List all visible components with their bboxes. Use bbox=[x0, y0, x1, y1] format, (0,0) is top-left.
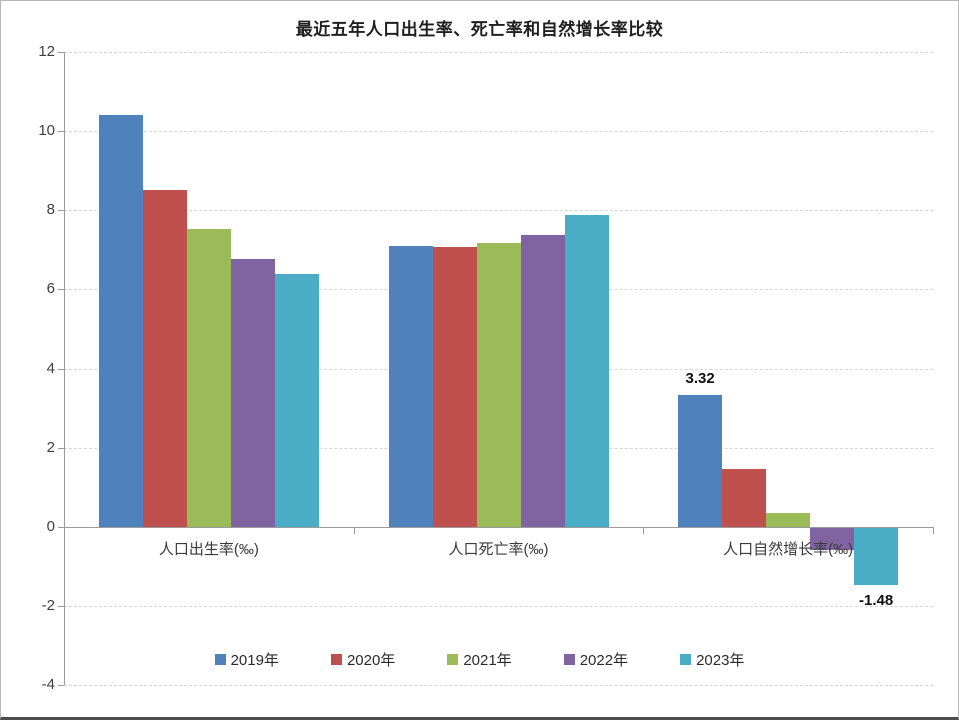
bar-2021年-category3 bbox=[766, 513, 811, 527]
y-axis-label-2: 2 bbox=[46, 438, 55, 456]
bar-2023年-category3 bbox=[854, 526, 899, 586]
y-axis-label-4: 4 bbox=[46, 359, 55, 377]
y-axis-tick-6 bbox=[58, 289, 64, 291]
bar-2019年-category3 bbox=[678, 395, 723, 527]
bar-2023年-category1 bbox=[274, 273, 319, 527]
gridline--4 bbox=[64, 685, 933, 686]
y-axis-tick-0 bbox=[58, 526, 64, 528]
bar-2022年-category3 bbox=[810, 526, 855, 551]
y-axis-label-0: 0 bbox=[46, 517, 55, 535]
gridline-8 bbox=[64, 210, 933, 212]
gridline--2 bbox=[64, 605, 933, 607]
y-axis-tick-12 bbox=[58, 52, 64, 53]
category-boundary-tick-2 bbox=[643, 526, 645, 534]
bar-2022年-category2 bbox=[520, 235, 565, 527]
gridline-10 bbox=[64, 131, 933, 133]
category-boundary-tick-1 bbox=[353, 526, 355, 534]
y-axis-label--4: -4 bbox=[41, 676, 55, 693]
x-axis-zero-line bbox=[64, 526, 933, 528]
legend-item-2019年: 2019年 bbox=[214, 649, 279, 670]
legend-label-2019年: 2019年 bbox=[230, 652, 279, 669]
data-label--1.48: -1.48 bbox=[859, 592, 894, 610]
y-axis-tick-10 bbox=[58, 131, 64, 133]
bar-2019年-category2 bbox=[388, 246, 433, 527]
y-axis-tick--4 bbox=[58, 685, 64, 686]
y-axis-label-10: 10 bbox=[38, 122, 55, 140]
legend-marker-2023年 bbox=[680, 654, 692, 665]
bar-2021年-category1 bbox=[186, 229, 231, 527]
legend-item-2022年: 2022年 bbox=[563, 649, 629, 670]
gridline-12 bbox=[64, 52, 933, 53]
y-axis-label--2: -2 bbox=[41, 596, 55, 614]
y-axis-line bbox=[64, 52, 65, 685]
bar-2020年-category2 bbox=[432, 247, 477, 527]
legend-marker-2022年 bbox=[563, 654, 575, 665]
y-axis-label-12: 12 bbox=[38, 43, 55, 60]
legend-label-2020年: 2020年 bbox=[346, 652, 396, 669]
bar-2019年-category1 bbox=[98, 114, 143, 527]
category-label-3: 人口自然增长率(‰) bbox=[723, 540, 854, 558]
legend-label-2023年: 2023年 bbox=[696, 652, 745, 669]
legend-marker-2021年 bbox=[447, 654, 459, 665]
legend-item-2020年: 2020年 bbox=[330, 649, 396, 670]
bar-2021年-category2 bbox=[476, 242, 521, 527]
legend: 2019年 2020年 2021年 2022年 2023年 bbox=[1, 649, 958, 670]
bar-2020年-category3 bbox=[722, 469, 767, 527]
y-axis-tick-2 bbox=[58, 447, 64, 449]
category-label-1: 人口出生率(‰) bbox=[158, 540, 259, 558]
y-axis-label-6: 6 bbox=[46, 280, 55, 298]
bar-2022年-category1 bbox=[230, 258, 275, 527]
data-label-3.32: 3.32 bbox=[685, 370, 715, 388]
y-axis-label-8: 8 bbox=[46, 201, 55, 219]
category-label-2: 人口死亡率(‰) bbox=[448, 540, 549, 558]
bar-2023年-category2 bbox=[564, 215, 609, 527]
legend-label-2021年: 2021年 bbox=[463, 652, 512, 669]
y-axis-tick-8 bbox=[58, 210, 64, 212]
chart-title: 最近五年人口出生率、死亡率和自然增长率比较 bbox=[295, 20, 664, 39]
legend-label-2022年: 2022年 bbox=[579, 652, 629, 669]
bar-2020年-category1 bbox=[142, 189, 187, 527]
y-axis-tick-4 bbox=[58, 368, 64, 370]
category-boundary-tick-3 bbox=[933, 526, 934, 534]
legend-marker-2019年 bbox=[214, 654, 226, 665]
legend-item-2021年: 2021年 bbox=[447, 649, 512, 670]
y-axis-tick--2 bbox=[58, 605, 64, 607]
legend-marker-2020年 bbox=[330, 654, 342, 665]
legend-item-2023年: 2023年 bbox=[680, 649, 744, 670]
